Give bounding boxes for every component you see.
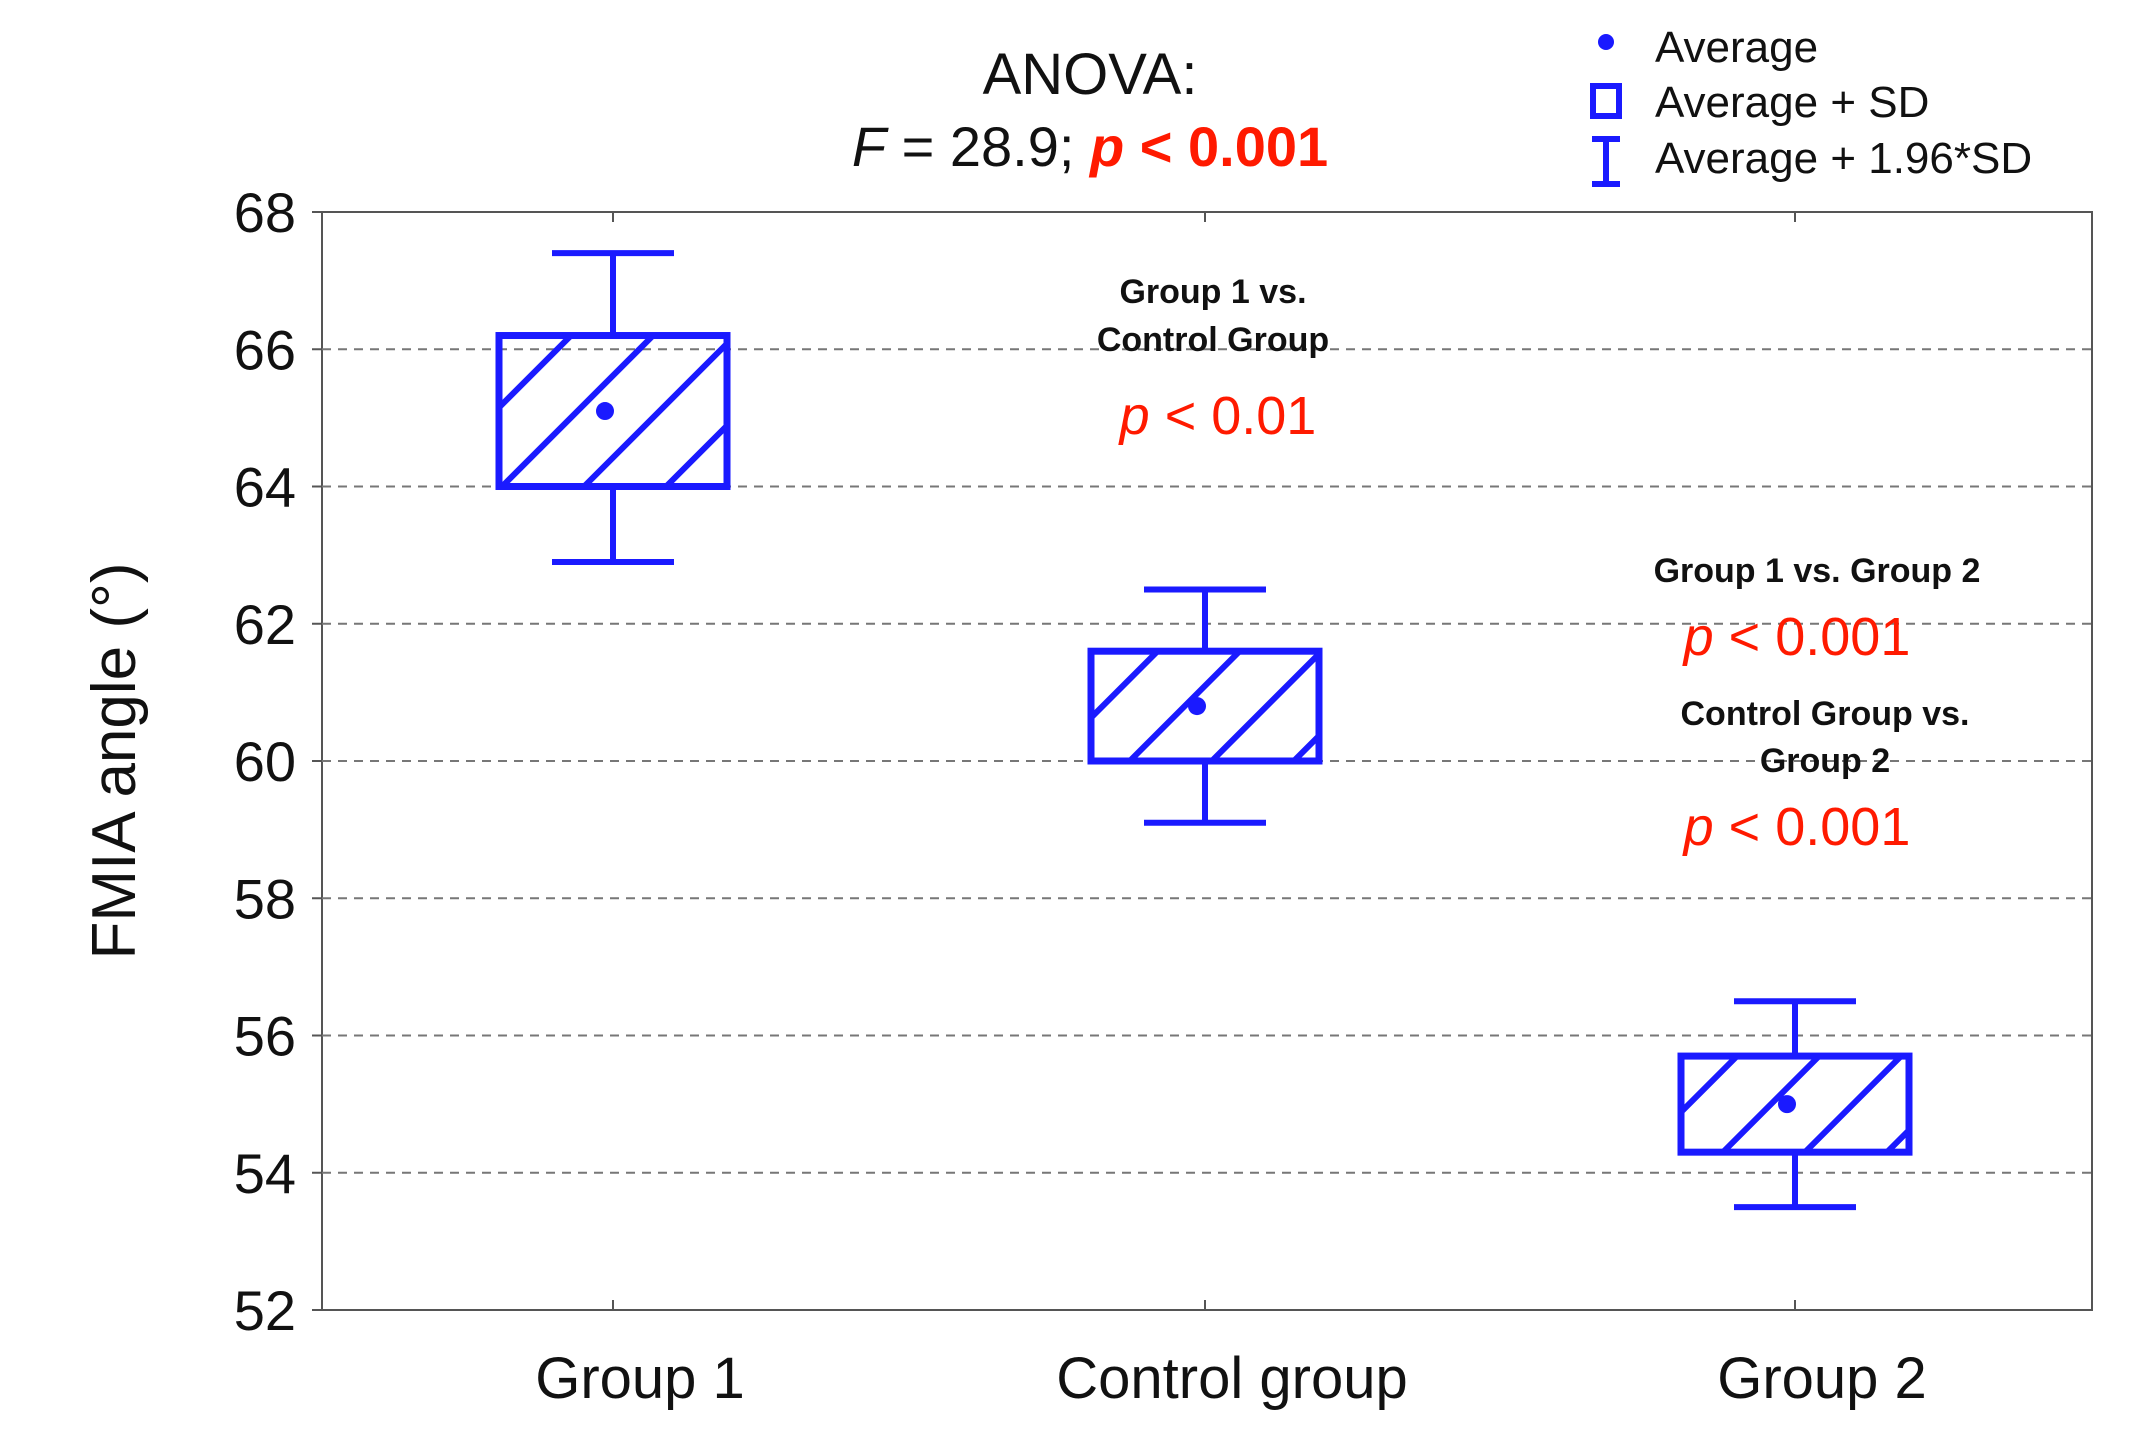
legend-label-average: Average xyxy=(1655,23,1818,72)
y-axis-label: FMIA angle (°) xyxy=(80,563,149,960)
y-tick-label: 68 xyxy=(234,181,296,244)
annotation-p-symbol: p xyxy=(1118,386,1150,446)
annotation-g1-vs-control: Group 1 vs. Control Group p < 0.01 xyxy=(1097,273,1329,446)
annotation-label-line: Group 1 vs. xyxy=(1119,273,1306,311)
annotation-p-value: p < 0.001 xyxy=(1682,797,1911,857)
y-tick-label: 58 xyxy=(234,867,296,930)
sd-box xyxy=(1087,647,1323,765)
annotation-p-value: p < 0.01 xyxy=(1118,386,1317,446)
x-tick-label: Group 2 xyxy=(1717,1346,1927,1411)
y-tick-label: 52 xyxy=(234,1279,296,1342)
annotation-label-line: Control Group vs. xyxy=(1681,695,1970,733)
y-tick-label: 60 xyxy=(234,730,296,793)
anova-p-value: < 0.001 xyxy=(1124,115,1328,178)
y-tick-label: 54 xyxy=(234,1142,296,1205)
annotation-p-text: < 0.01 xyxy=(1150,386,1317,446)
anova-f-symbol: F xyxy=(852,115,889,178)
chart-title: ANOVA: xyxy=(983,42,1198,107)
annotation-control-vs-g2: Control Group vs. Group 2 p < 0.001 xyxy=(1681,695,1970,857)
annotation-p-symbol: p xyxy=(1682,797,1714,857)
annotation-p-text: < 0.001 xyxy=(1714,607,1911,667)
y-tick-label: 64 xyxy=(234,456,296,519)
average-point xyxy=(596,402,614,421)
legend-label-average-196sd: Average + 1.96*SD xyxy=(1655,134,2032,183)
annotation-label-line: Group 1 vs. Group 2 xyxy=(1654,552,1981,590)
y-tick-label: 56 xyxy=(234,1005,296,1068)
annotation-label-line: Group 2 xyxy=(1760,742,1890,780)
y-tick-label: 66 xyxy=(234,318,296,381)
anova-p-symbol: p xyxy=(1088,115,1124,178)
box-plots xyxy=(495,250,1913,1211)
box-group-1 xyxy=(495,250,731,565)
average-point xyxy=(1188,697,1206,716)
x-tick-label: Group 1 xyxy=(535,1346,745,1411)
annotation-g1-vs-g2: Group 1 vs. Group 2 p < 0.001 xyxy=(1654,552,1981,667)
legend: Average Average + SD Average + 1.96*SD xyxy=(1590,23,2032,187)
box-control-group xyxy=(1087,586,1323,826)
annotation-p-text: < 0.001 xyxy=(1714,797,1911,857)
anova-statistic: F = 28.9; p < 0.001 xyxy=(852,115,1328,178)
whisker-icon xyxy=(1592,136,1620,187)
square-icon xyxy=(1590,83,1622,119)
y-tick-label: 62 xyxy=(234,593,296,656)
annotation-label-line: Control Group xyxy=(1097,321,1329,359)
average-point xyxy=(1778,1095,1796,1114)
annotation-p-symbol: p xyxy=(1682,607,1714,667)
sd-box xyxy=(1677,1052,1913,1156)
box-group-2 xyxy=(1677,998,1913,1211)
axis-ticks: 52 54 56 58 60 62 64 66 68 Group 1 Control group Gr… xyxy=(234,181,1927,1411)
x-tick-label: Control group xyxy=(1056,1346,1407,1411)
sd-box xyxy=(495,332,731,490)
dot-icon xyxy=(1598,34,1614,50)
legend-label-average-sd: Average + SD xyxy=(1655,78,1929,127)
anova-f-value: = 28.9; xyxy=(886,115,1090,178)
annotation-p-value: p < 0.001 xyxy=(1682,607,1911,667)
